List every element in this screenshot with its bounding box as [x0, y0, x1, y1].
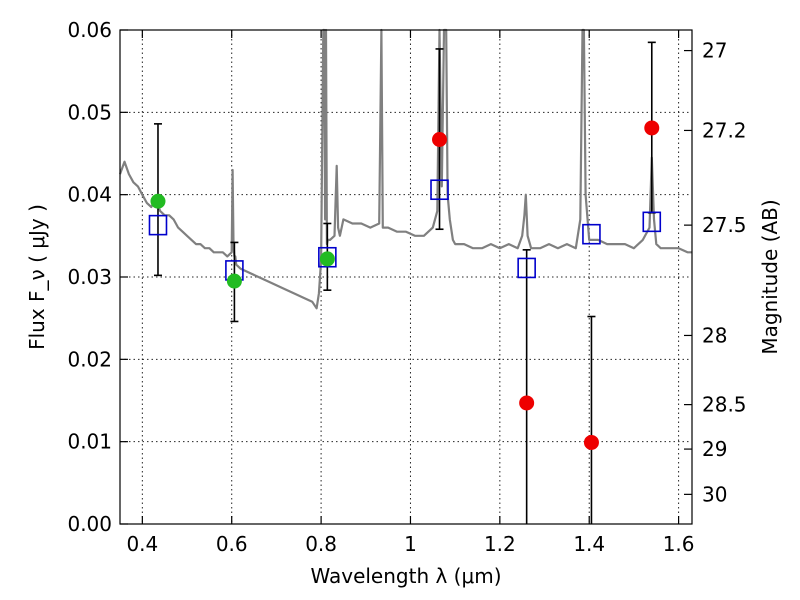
- y-tick-label-6: 0.06: [67, 18, 112, 42]
- upper-errorbar-1: [522, 249, 531, 524]
- right-tick-label-2: 27.5: [702, 213, 747, 237]
- model-band-square-3: [430, 179, 449, 201]
- y-axis-ticks: 0.00 0.01 0.02 0.03 0.04 0.05 0.06: [67, 18, 128, 536]
- y-tick-label-0: 0.00: [67, 512, 112, 536]
- right-axis-label: Magnitude (AB): [758, 199, 782, 354]
- right-tick-label-6: 30: [702, 482, 727, 506]
- right-axis-ticks: 27 27.2 27.5 28 28.5 29 30: [684, 39, 747, 506]
- upper-point-3: [644, 120, 660, 136]
- detected-point-2: [319, 251, 335, 267]
- x-axis-ticks: 0.4 0.6 0.8 1 1.2 1.4 1.6: [126, 30, 695, 556]
- x-tick-label-4: 1.2: [484, 532, 516, 556]
- x-tick-label-2: 0.8: [305, 532, 337, 556]
- upper-errorbar-2: [587, 315, 596, 524]
- observed-points: [150, 120, 660, 450]
- right-tick-label-0: 27: [702, 39, 727, 63]
- detected-point-0: [150, 193, 166, 209]
- model-band-square-5: [582, 223, 601, 245]
- upper-point-1: [519, 395, 535, 411]
- y-axis-label: Flux F_ν ( μJy ): [25, 204, 49, 350]
- model-band-square-0: [148, 214, 168, 236]
- x-tick-label-5: 1.4: [573, 532, 605, 556]
- model-band-square-2: [318, 246, 337, 268]
- detected-point-1: [226, 273, 242, 289]
- y-tick-label-2: 0.02: [67, 347, 112, 371]
- right-tick-label-4: 28.5: [702, 393, 747, 417]
- upper-point-0: [432, 132, 448, 148]
- model-band-square-6: [642, 211, 662, 233]
- model-band-square-4: [517, 257, 536, 279]
- y-tick-label-1: 0.01: [67, 430, 112, 454]
- x-tick-label-1: 0.6: [216, 532, 248, 556]
- right-tick-label-5: 29: [702, 437, 727, 461]
- model-spectrum-line: [118, 28, 692, 310]
- x-tick-label-6: 1.6: [663, 532, 695, 556]
- x-axis-label: Wavelength λ (μm): [310, 564, 501, 588]
- upper-point-2: [583, 434, 599, 450]
- y-tick-label-5: 0.05: [67, 100, 112, 124]
- model-spectrum: [118, 28, 692, 310]
- y-tick-label-4: 0.04: [67, 183, 112, 207]
- x-tick-label-3: 1: [404, 532, 417, 556]
- y-tick-label-3: 0.03: [67, 265, 112, 289]
- x-tick-label-0: 0.4: [126, 532, 158, 556]
- grid-lines: [120, 30, 692, 524]
- right-tick-label-3: 28: [702, 323, 727, 347]
- model-band-fluxes: [148, 179, 662, 281]
- right-tick-label-1: 27.2: [702, 118, 747, 142]
